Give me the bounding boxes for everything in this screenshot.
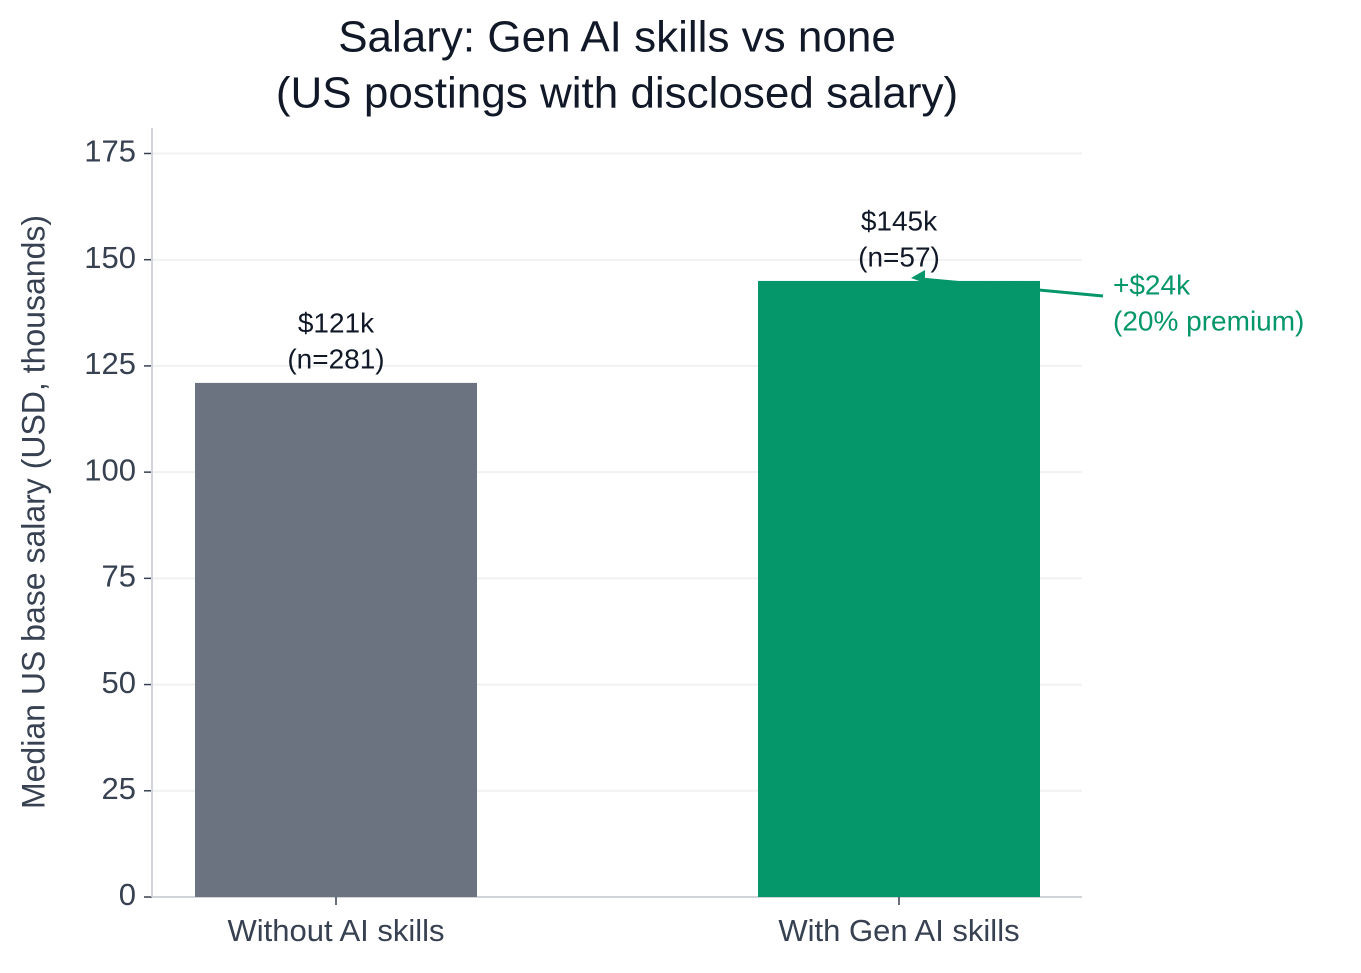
bar xyxy=(195,382,477,897)
chart-subtitle: (US postings with disclosed salary) xyxy=(276,69,958,118)
y-tick-label: 175 xyxy=(84,134,136,169)
y-tick-label: 75 xyxy=(102,559,136,594)
bar xyxy=(758,280,1040,897)
value-label: $121k xyxy=(298,307,375,338)
y-axis-label: Median US base salary (USD, thousands) xyxy=(15,215,51,809)
value-label: $145k xyxy=(861,205,938,236)
annotation-arrowhead xyxy=(911,269,925,283)
annotation-text: +$24k xyxy=(1113,269,1191,300)
y-tick-label: 150 xyxy=(84,240,136,275)
chart-title: Salary: Gen AI skills vs none xyxy=(338,13,896,62)
y-tick-label: 50 xyxy=(102,665,136,700)
x-tick-label: Without AI skills xyxy=(227,913,444,948)
sample-label: (n=57) xyxy=(858,241,940,272)
x-tick-label: With Gen AI skills xyxy=(778,913,1019,948)
annotation-text: (20% premium) xyxy=(1113,305,1304,336)
y-tick-label: 125 xyxy=(84,346,136,381)
annotation-arrow xyxy=(920,277,1104,298)
y-tick-label: 25 xyxy=(102,771,136,806)
y-tick-label: 100 xyxy=(84,452,136,487)
y-tick-label: 0 xyxy=(119,877,136,912)
sample-label: (n=281) xyxy=(287,343,384,374)
